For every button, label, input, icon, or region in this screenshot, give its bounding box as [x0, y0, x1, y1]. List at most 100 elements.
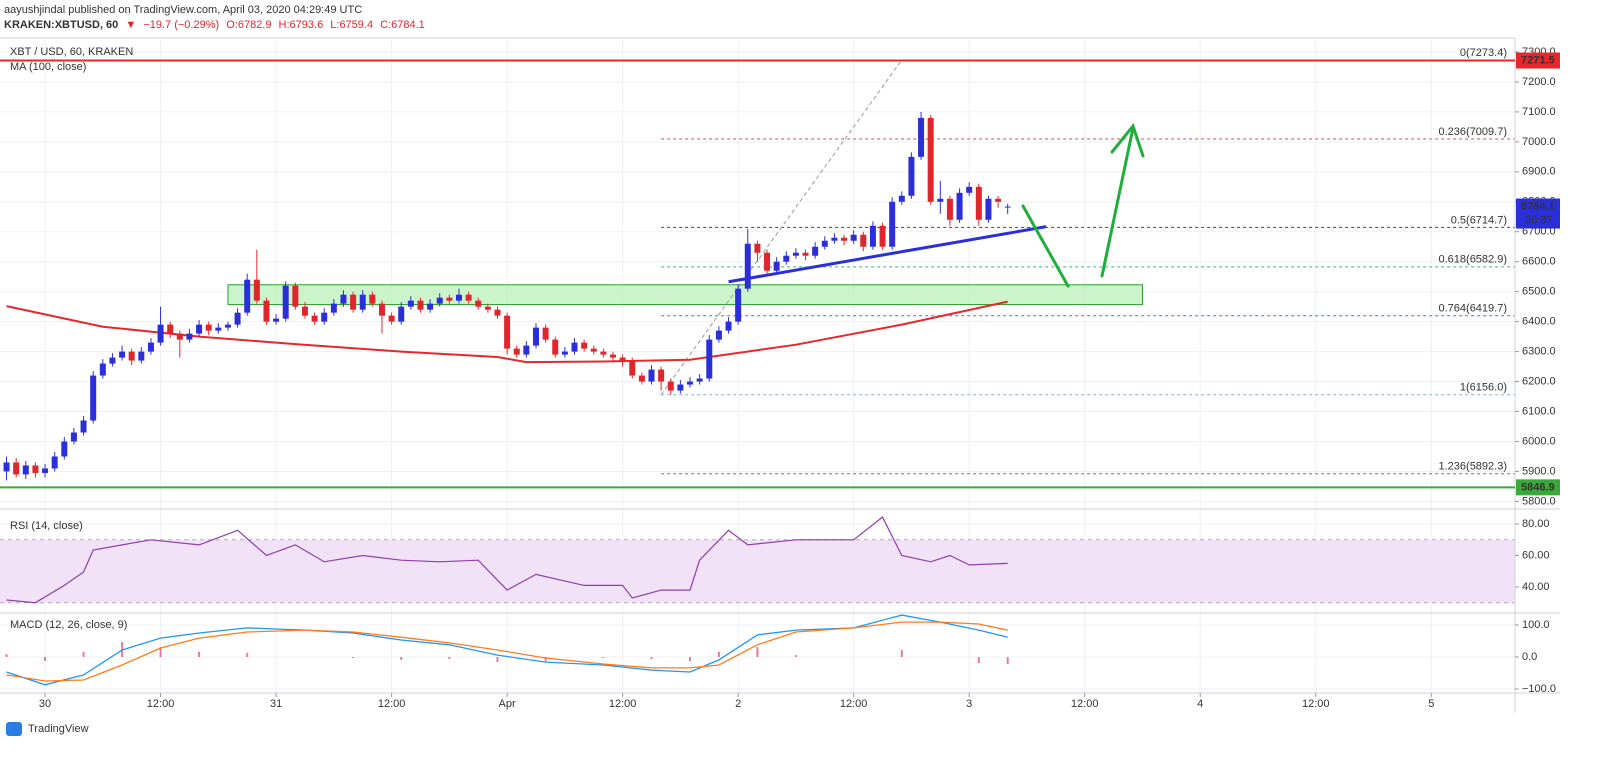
candle-body [321, 312, 328, 322]
candle-body [513, 348, 520, 355]
macd-histogram-bar [650, 656, 653, 660]
candle-body [292, 285, 299, 307]
y-tick-label: 60.00 [1522, 549, 1550, 561]
rsi-band [0, 539, 1515, 603]
chart-title: XBT / USD, 60, KRAKEN [10, 46, 133, 58]
candle-body [542, 327, 549, 340]
candle-body [80, 420, 87, 433]
candle-body [581, 342, 588, 349]
candle-body [523, 345, 530, 355]
candle-body [532, 327, 539, 346]
arrow-up [1100, 126, 1135, 278]
candle-body [407, 300, 414, 307]
countdown-label: 30:37 [1525, 214, 1553, 226]
candle-body [494, 309, 501, 316]
ohlc-close: C:6784.1 [380, 19, 425, 31]
x-tick-label: 3 [966, 698, 972, 710]
macd-title: MACD (12, 26, close, 9) [10, 619, 127, 631]
candle-body [715, 330, 722, 340]
change: −19.7 (−0.29%) [143, 19, 219, 31]
candle-body [821, 240, 828, 247]
macd-histogram-bar [756, 647, 759, 657]
macd-histogram-bar [400, 656, 403, 660]
fib-label: 0.5(6714.7) [1451, 214, 1507, 226]
candle-body [282, 285, 289, 319]
fib-label: 0(7273.4) [1460, 47, 1507, 59]
y-tick-label: 6700.0 [1522, 226, 1556, 238]
candle-body [889, 201, 896, 247]
symbol: KRAKEN:XBTUSD, 60 [4, 19, 118, 31]
y-tick-label: 6000.0 [1522, 435, 1556, 447]
candle-body [340, 294, 347, 304]
candle-body [802, 252, 809, 256]
candle-body [985, 198, 992, 220]
candle-body [186, 333, 193, 340]
x-tick-label: 12:00 [1071, 698, 1099, 710]
macd-histogram-bar [496, 656, 499, 663]
ohlc-low: L:6759.4 [330, 19, 373, 31]
macd-histogram-bar [689, 656, 692, 662]
candle-body [398, 306, 405, 322]
candle-body [350, 294, 357, 310]
fib-trend [660, 59, 903, 396]
candle-body [648, 369, 655, 382]
fib-label: 0.618(6582.9) [1439, 254, 1508, 266]
candle-body [571, 342, 578, 352]
rsi-line [6, 516, 1008, 604]
candle-body [32, 465, 39, 473]
candle-body [119, 351, 126, 358]
price-tag [1516, 52, 1560, 69]
y-tick-label: 80.00 [1522, 518, 1550, 530]
candle-body [446, 297, 453, 301]
y-tick-label: 40.00 [1522, 581, 1550, 593]
candle-body [253, 279, 260, 301]
candle-body [995, 198, 1002, 202]
candle-body [70, 432, 77, 442]
candle-body [147, 342, 154, 352]
fib-label: 0.236(7009.7) [1439, 126, 1508, 138]
ma-label: MA (100, close) [10, 61, 86, 73]
y-tick-label: 6200.0 [1522, 375, 1556, 387]
y-tick-label: 0.0 [1522, 651, 1537, 663]
macd-histogram-bar [900, 649, 903, 657]
candle-body [561, 351, 568, 355]
candle-body [812, 246, 819, 256]
candle-body [744, 243, 751, 289]
candle-body [157, 324, 164, 343]
fib-label: 1(6156.0) [1460, 382, 1507, 394]
candle-body [22, 465, 29, 475]
macd-histogram-bar [159, 647, 162, 657]
rsi-title: RSI (14, close) [10, 520, 83, 532]
ohlc-high: H:6793.6 [279, 19, 324, 31]
candle-body [841, 237, 848, 241]
candle-body [215, 327, 222, 331]
candle-body [552, 339, 559, 355]
candle-body [783, 255, 790, 262]
y-tick-label: 5900.0 [1522, 465, 1556, 477]
price-tag-label: 7271.5 [1521, 54, 1555, 66]
last-price-label: 6784.1 [1521, 200, 1555, 212]
candle-body [927, 117, 934, 202]
macd-histogram-bar [544, 656, 547, 662]
macd-histogram-bar [448, 656, 451, 659]
candle-body [205, 324, 212, 331]
candle-body [234, 312, 241, 325]
y-tick-label: −100.0 [1522, 683, 1556, 695]
candle-body [330, 303, 337, 313]
annotation-arrows [1021, 122, 1145, 288]
candle-body [619, 357, 626, 361]
candle-body [378, 303, 385, 316]
y-tick-label: 7200.0 [1522, 76, 1556, 88]
x-tick-label: 4 [1197, 698, 1203, 710]
candle-body [138, 351, 145, 361]
candle-body [590, 348, 597, 352]
publisher: aayushjindal published on TradingView.co… [4, 4, 362, 16]
symbol-line: KRAKEN:XBTUSD, 60 ▼ −19.7 (−0.29%) O:678… [4, 19, 425, 31]
candle-body [196, 324, 203, 334]
candle-body [792, 252, 799, 256]
candle-body [436, 297, 443, 304]
ohlc-open: O:6782.9 [226, 19, 271, 31]
price-tag-label: 5846.9 [1521, 481, 1555, 493]
candle-body [455, 294, 462, 301]
x-tick-label: 5 [1428, 698, 1434, 710]
